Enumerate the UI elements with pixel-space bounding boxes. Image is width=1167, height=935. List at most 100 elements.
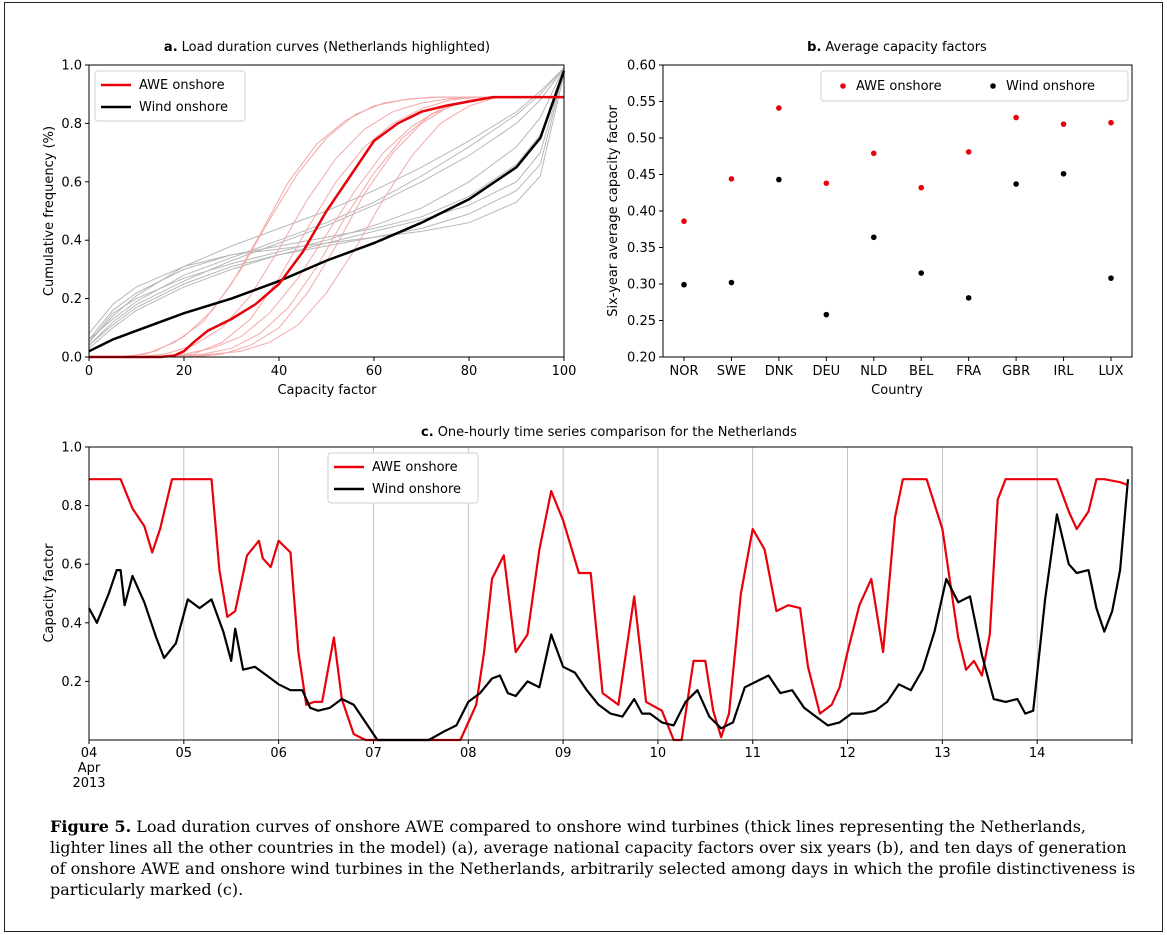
panel-b-ytick-label-2: 0.30 bbox=[627, 278, 656, 293]
panel-c-y-ticks: 0.2 0.4 0.6 0.8 1.0 bbox=[61, 441, 89, 690]
panel-b-legend-wind: Wind onshore bbox=[1006, 79, 1095, 94]
panel-a-ylabel: Cumulative frequency (%) bbox=[42, 126, 57, 296]
panel-b-ytick-label-1: 0.25 bbox=[627, 314, 656, 329]
panel-c-xtick-label-10: 14 bbox=[1029, 746, 1046, 761]
figure-frame: a. Load duration curves (Netherlands high… bbox=[4, 2, 1163, 932]
panel-b-xtick-label-2: DNK bbox=[765, 364, 794, 379]
panel-c-ytick-label-0: 0.2 bbox=[61, 675, 82, 690]
panel-c-xtick-label-6: 10 bbox=[650, 746, 667, 761]
panel-c-xtick-month: Apr bbox=[78, 761, 101, 776]
panel-a-bg-wind-line-5 bbox=[88, 73, 565, 334]
panel-a: a. Load duration curves (Netherlands high… bbox=[42, 40, 576, 398]
panel-b-legend-awe: AWE onshore bbox=[856, 79, 942, 94]
panel-a-ytick-label-3: 0.6 bbox=[61, 175, 82, 190]
caption-text: Load duration curves of onshore AWE comp… bbox=[50, 817, 1136, 899]
panel-a-ytick-label-5: 1.0 bbox=[61, 59, 82, 74]
panel-b-ytick-label-3: 0.35 bbox=[627, 241, 656, 256]
panel-a-ytick-label-2: 0.4 bbox=[61, 234, 82, 249]
panel-b-legend-box bbox=[820, 70, 1129, 102]
panel-a-bg-awe-line-6 bbox=[89, 96, 564, 358]
panel-b-ylabel: Six-year average capacity factor bbox=[606, 105, 621, 317]
panel-b-xtick-label-3: DEU bbox=[812, 364, 840, 379]
panel-c-xtick-label-1: 05 bbox=[176, 746, 193, 761]
figure-canvas: a. Load duration curves (Netherlands high… bbox=[42, 40, 1133, 791]
panel-b-point-awe-nor bbox=[681, 218, 687, 225]
panel-a-xtick-label-1: 20 bbox=[176, 364, 193, 379]
panel-c-awe-line bbox=[89, 478, 1129, 742]
panel-c-lines bbox=[88, 478, 1130, 742]
panel-a-bg-awe-line-0 bbox=[89, 96, 564, 358]
panel-a-bg-wind-line-7 bbox=[88, 67, 565, 340]
panel-a-legend-wind: Wind onshore bbox=[139, 100, 228, 115]
panel-a-xtick-label-2: 40 bbox=[271, 364, 288, 379]
panel-b-xtick-label-0: NOR bbox=[670, 364, 699, 379]
panel-a-axes-frame bbox=[88, 64, 565, 358]
panel-b-xtick-label-8: IRL bbox=[1054, 364, 1075, 379]
panel-b-point-wind-lux bbox=[1108, 275, 1114, 281]
panel-a-title: a. Load duration curves (Netherlands high… bbox=[164, 40, 490, 55]
panel-c-xtick-label-4: 08 bbox=[460, 746, 477, 761]
panel-a-bg-wind-line-2 bbox=[88, 67, 565, 340]
panel-b-xtick-label-1: SWE bbox=[717, 364, 746, 379]
panel-c-legend-box bbox=[327, 452, 479, 504]
panel-b-xlabel: Country bbox=[871, 383, 923, 398]
panel-c-ytick-label-3: 0.8 bbox=[61, 499, 82, 514]
panel-a-x-ticks: 0 20 40 60 80 100 bbox=[85, 357, 577, 379]
panel-a-bg-wind-line-6 bbox=[88, 70, 565, 346]
panel-b-ytick-label-6: 0.50 bbox=[627, 132, 656, 147]
panel-b-title: b. Average capacity factors bbox=[807, 40, 987, 55]
panel-b-x-ticks: NOR SWE DNK DEU NLD BEL FRA GBR IRL LUX bbox=[670, 357, 1124, 379]
panel-a-wind-line bbox=[88, 70, 566, 353]
panel-a-legend-box bbox=[94, 70, 246, 122]
panel-c-xtick-label-2: 06 bbox=[270, 746, 287, 761]
panel-b-ytick-label-0: 0.20 bbox=[627, 351, 656, 366]
panel-c-axes-frame bbox=[88, 446, 1133, 741]
panel-c: c. One-hourly time series comparison for … bbox=[42, 425, 1133, 791]
panel-a-xtick-label-5: 100 bbox=[552, 364, 577, 379]
panel-a-ytick-label-0: 0.0 bbox=[61, 351, 82, 366]
panel-a-xtick-label-0: 0 bbox=[85, 364, 93, 379]
panel-c-x-ticks: 04 05 06 07 08 09 10 11 12 13 14 bbox=[81, 740, 1133, 761]
panel-a-ytick-label-1: 0.2 bbox=[61, 292, 82, 307]
panel-a-xtick-label-3: 60 bbox=[366, 364, 383, 379]
panel-b-point-awe-bel bbox=[918, 184, 925, 191]
panel-a-xtick-label-4: 80 bbox=[461, 364, 478, 379]
panel-c-xtick-label-0: 04 bbox=[81, 746, 98, 761]
caption-label: Figure 5. bbox=[50, 817, 132, 836]
panel-b-point-awe-fra bbox=[965, 149, 972, 155]
panel-b-legend-awe-marker bbox=[840, 83, 846, 89]
panel-b-point-wind-nld bbox=[870, 234, 877, 241]
panel-a-bg-awe-line-5 bbox=[89, 96, 564, 358]
panel-b-point-awe-dnk bbox=[776, 105, 782, 111]
panel-b: b. Average capacity factors NOR SWE DNK DEU N… bbox=[606, 40, 1133, 398]
panel-b-legend: AWE onshore Wind onshore bbox=[820, 70, 1129, 102]
panel-c-wind-line bbox=[88, 479, 1130, 742]
panel-b-xtick-label-6: FRA bbox=[956, 364, 981, 379]
panel-c-ytick-label-1: 0.4 bbox=[61, 616, 82, 631]
panel-b-point-wind-swe bbox=[728, 279, 735, 286]
panel-c-ytick-label-4: 1.0 bbox=[61, 441, 82, 456]
panel-b-point-wind-dnk bbox=[776, 176, 782, 183]
panel-b-y-ticks: 0.20 0.25 0.30 0.35 0.40 0.45 0.50 0.55 0.60 bbox=[627, 59, 663, 366]
panel-b-ytick-label-7: 0.55 bbox=[627, 95, 656, 110]
panel-b-points bbox=[681, 105, 1114, 318]
panel-b-point-awe-irl bbox=[1060, 121, 1067, 127]
panel-a-bg-awe-line-1 bbox=[89, 96, 564, 358]
panel-b-ytick-label-4: 0.40 bbox=[627, 205, 656, 220]
panel-c-title: c. One-hourly time series comparison for … bbox=[421, 425, 797, 440]
panel-c-xtick-label-9: 13 bbox=[934, 746, 951, 761]
panel-a-main-lines bbox=[88, 70, 566, 359]
figure-caption: Figure 5. Load duration curves of onshor… bbox=[50, 816, 1140, 900]
panel-a-legend: AWE onshore Wind onshore bbox=[94, 70, 246, 122]
panel-b-axes-frame bbox=[662, 64, 1133, 358]
panel-b-point-wind-deu bbox=[823, 311, 830, 318]
panel-b-legend-wind-marker bbox=[990, 83, 996, 89]
panel-b-xtick-label-9: LUX bbox=[1098, 364, 1123, 379]
panel-b-point-wind-nor bbox=[681, 281, 687, 288]
panel-c-legend: AWE onshore Wind onshore bbox=[327, 452, 479, 504]
panel-c-xtick-label-7: 11 bbox=[744, 746, 761, 761]
panel-b-point-awe-gbr bbox=[1013, 114, 1019, 121]
panel-b-point-awe-deu bbox=[823, 180, 830, 187]
panel-b-ytick-label-5: 0.45 bbox=[627, 168, 656, 183]
panel-a-xlabel: Capacity factor bbox=[277, 383, 377, 398]
